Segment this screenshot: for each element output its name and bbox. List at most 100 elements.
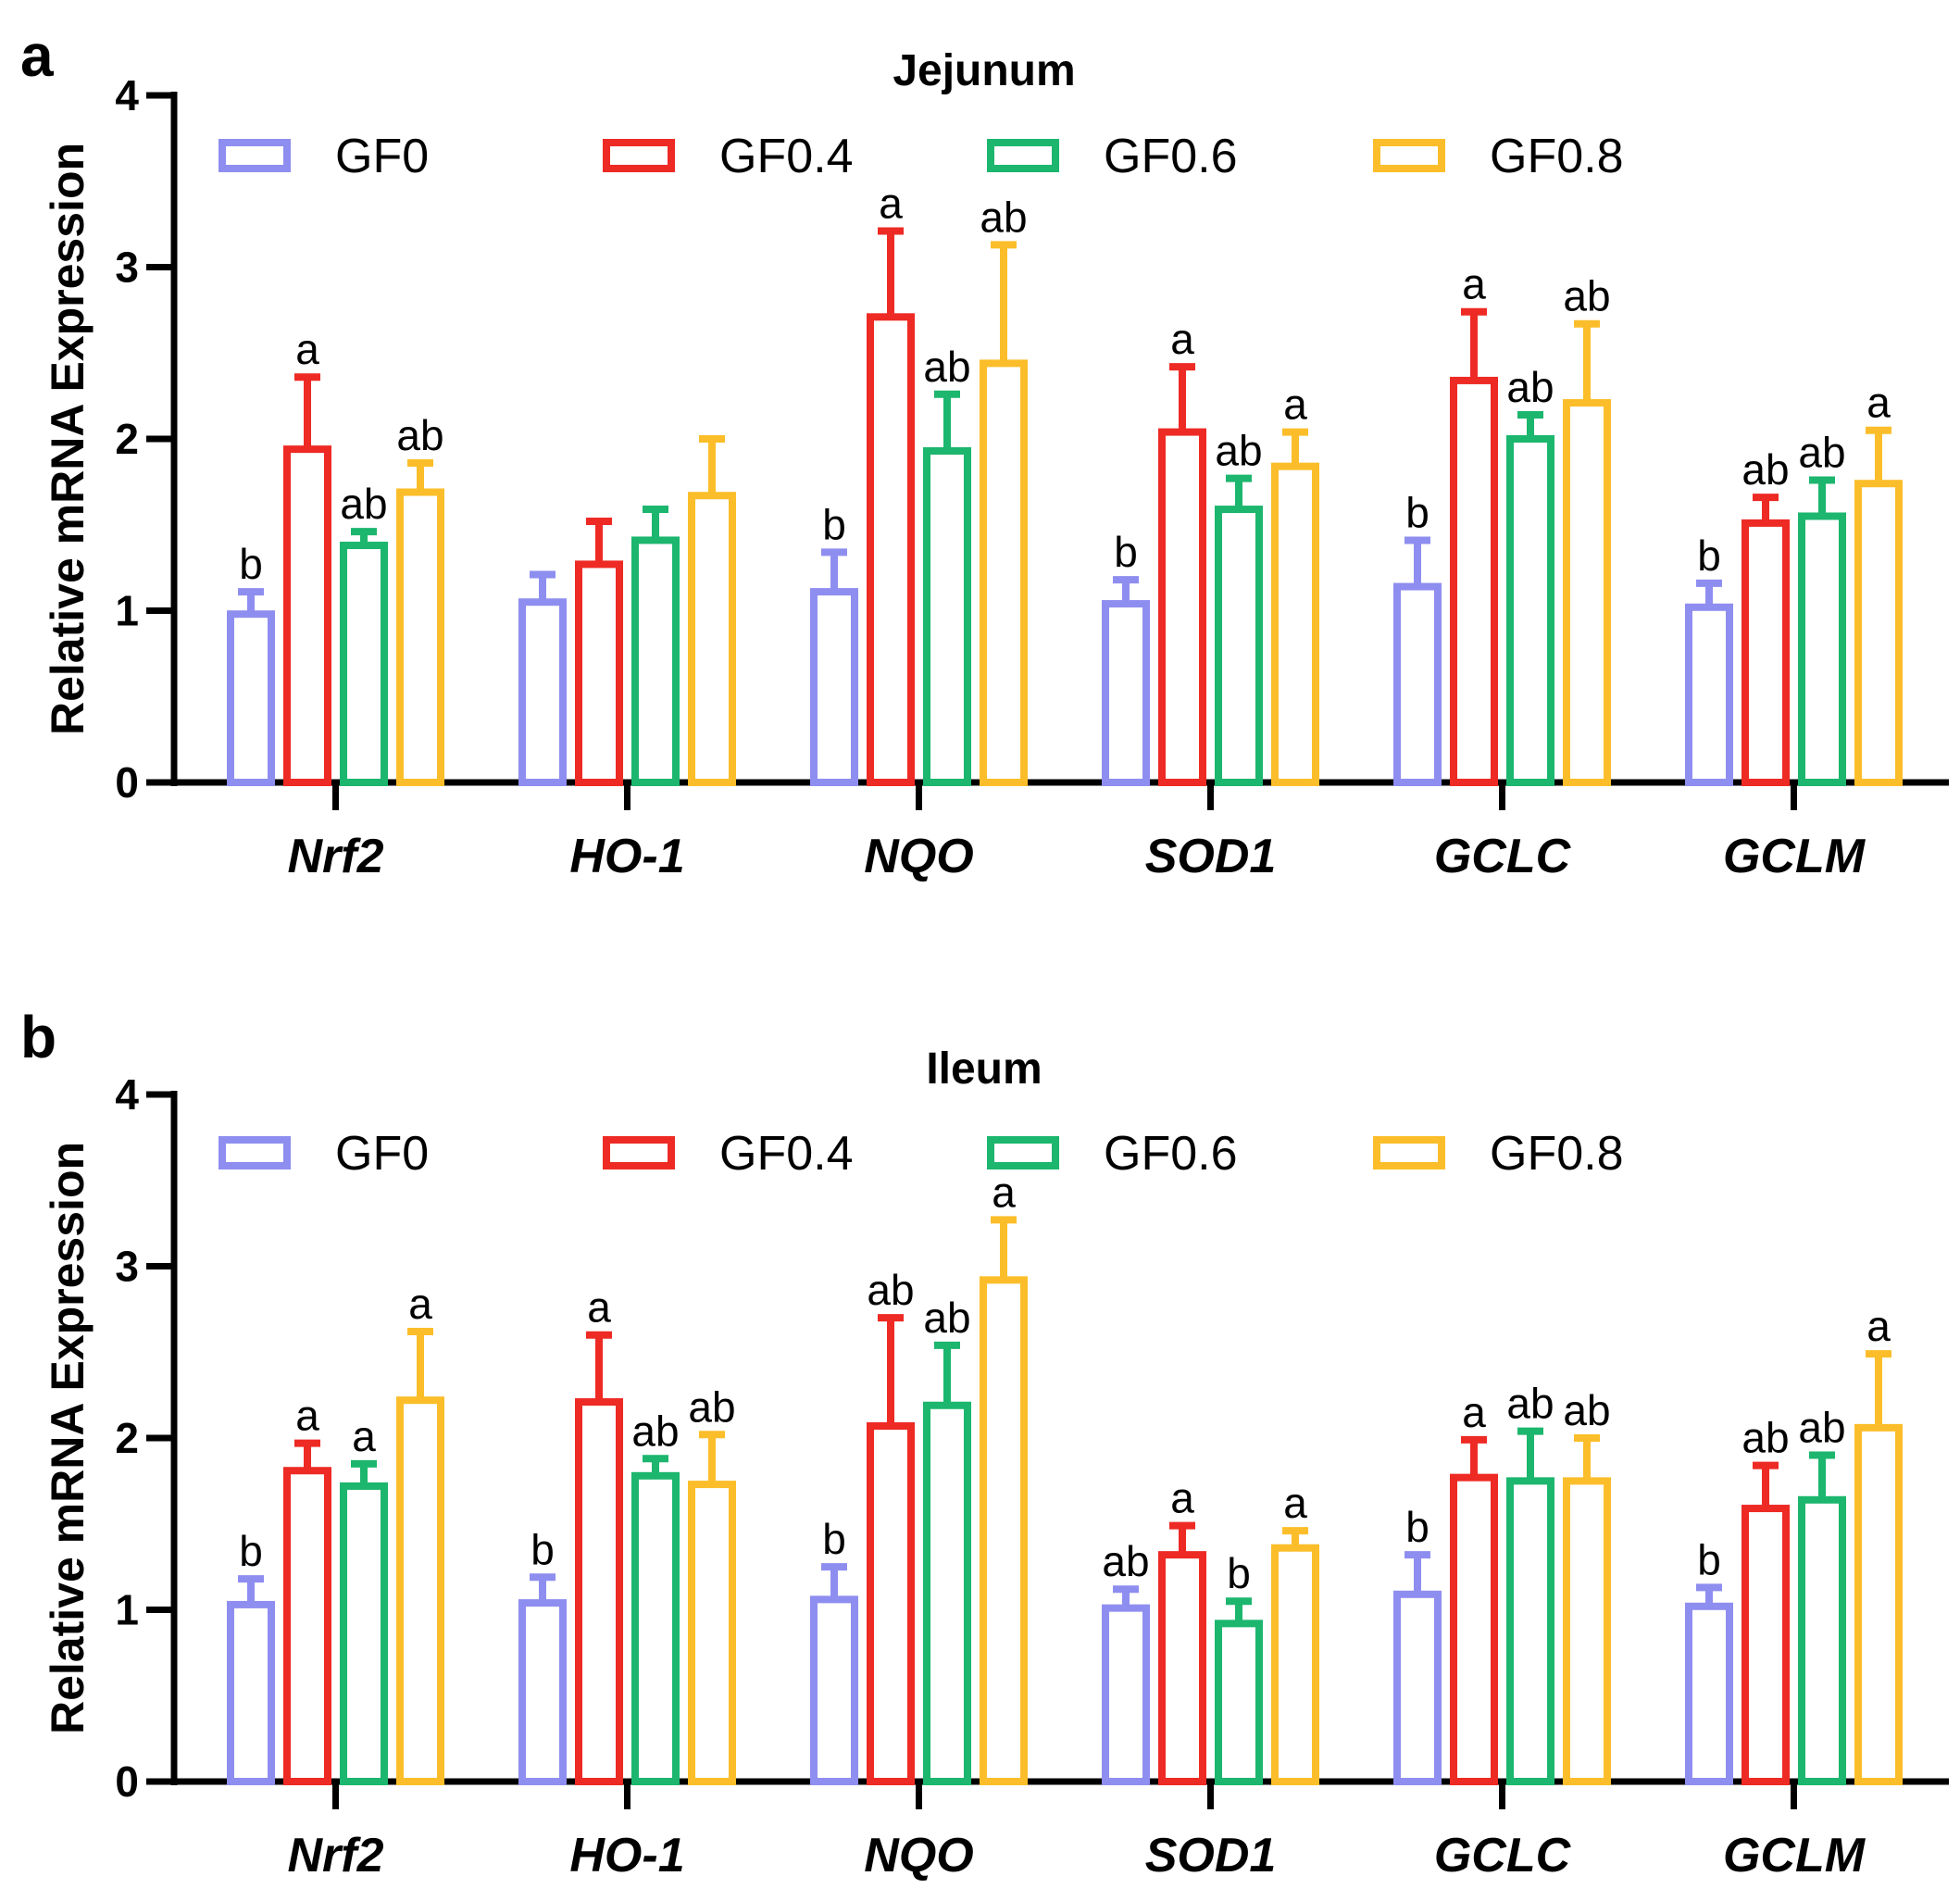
bar	[1393, 582, 1442, 787]
bar	[688, 492, 736, 787]
bar	[1450, 1473, 1498, 1786]
x-tick-label: Nrf2	[287, 830, 383, 883]
legend-label: GF0.6	[1104, 130, 1238, 183]
bar	[518, 1599, 567, 1785]
bar	[1102, 1604, 1150, 1786]
legend-swatch	[1373, 1136, 1445, 1169]
bar	[1215, 1620, 1263, 1785]
bar	[867, 313, 915, 786]
significance-label: ab	[1506, 1380, 1554, 1428]
bar	[575, 560, 623, 786]
y-tick-label: 1	[115, 587, 139, 635]
bar	[1271, 1544, 1319, 1785]
bar	[1854, 1423, 1903, 1785]
bar	[1563, 399, 1611, 786]
significance-label: ab	[396, 411, 443, 459]
x-tick-label: SOD1	[1145, 830, 1277, 883]
significance-label: a	[992, 1168, 1016, 1216]
bar	[1393, 1590, 1442, 1786]
legend-swatch	[1373, 139, 1445, 172]
significance-label: a	[1866, 1302, 1891, 1350]
bar	[283, 445, 331, 786]
significance-label: ab	[867, 1266, 914, 1314]
significance-label: ab	[631, 1407, 679, 1455]
bar	[1742, 1505, 1790, 1786]
significance-label: b	[1114, 528, 1138, 576]
bar	[688, 1481, 736, 1785]
significance-label: ab	[1102, 1537, 1149, 1585]
significance-label: a	[1462, 1388, 1486, 1436]
significance-label: ab	[980, 193, 1027, 241]
significance-label: b	[822, 500, 846, 548]
bar	[867, 1422, 915, 1785]
significance-label: a	[352, 1412, 376, 1460]
significance-label: a	[408, 1280, 432, 1328]
bar	[1215, 506, 1263, 786]
bar	[980, 1276, 1028, 1785]
x-tick-label: Nrf2	[287, 1829, 383, 1882]
bar	[1854, 480, 1903, 786]
x-tick-label: HO-1	[569, 830, 684, 883]
significance-label: ab	[1742, 445, 1789, 494]
significance-label: b	[1405, 1503, 1429, 1551]
significance-label: ab	[340, 480, 387, 528]
significance-label: b	[1227, 1549, 1251, 1597]
y-tick-label: 0	[115, 758, 139, 807]
significance-label: a	[1462, 260, 1486, 308]
bar	[1506, 1477, 1554, 1785]
significance-label: b	[531, 1525, 555, 1573]
bar	[1158, 428, 1206, 786]
bar	[980, 359, 1028, 786]
significance-label: a	[587, 1283, 611, 1332]
legend-swatch	[987, 1136, 1059, 1169]
bar	[1450, 376, 1498, 786]
y-tick-label: 3	[115, 244, 139, 292]
chart-title: Ileum	[926, 1044, 1042, 1094]
legend-swatch	[218, 139, 291, 172]
bar	[518, 598, 567, 786]
significance-label: ab	[1563, 1386, 1610, 1434]
panel-label: a	[20, 22, 54, 89]
y-axis-label: Relative mRNA Expression	[42, 1142, 94, 1734]
y-tick-label: 4	[115, 1070, 139, 1119]
significance-label: ab	[688, 1382, 735, 1431]
bar	[396, 1396, 444, 1785]
legend-label: GF0.4	[719, 130, 854, 183]
legend-label: GF0.4	[719, 1127, 854, 1181]
significance-label: b	[239, 540, 263, 588]
legend-label: GF0.6	[1104, 1127, 1238, 1181]
significance-label: b	[822, 1515, 846, 1563]
bar	[923, 446, 971, 786]
significance-label: b	[239, 1527, 263, 1575]
bar	[1271, 462, 1319, 786]
bar	[1563, 1477, 1611, 1785]
bar	[923, 1401, 971, 1785]
bar	[810, 1595, 858, 1785]
bar	[1685, 603, 1733, 786]
y-axis-label: Relative mRNA Expression	[42, 143, 94, 735]
bar	[810, 588, 858, 786]
bar	[1798, 512, 1846, 786]
significance-label: a	[1170, 1474, 1194, 1522]
x-tick-label: GCLC	[1434, 1829, 1572, 1882]
significance-label: ab	[1506, 363, 1554, 411]
bar	[631, 536, 680, 786]
significance-label: ab	[1798, 429, 1845, 477]
bar	[340, 542, 388, 787]
x-tick-label: NQO	[864, 830, 973, 883]
significance-label: a	[295, 325, 319, 373]
x-tick-label: GCLC	[1434, 830, 1572, 883]
x-tick-label: NQO	[864, 1829, 973, 1882]
significance-label: ab	[923, 343, 970, 391]
legend-swatch	[603, 139, 675, 172]
panel-b: b Ileum Relative mRNA Expression 0 1 2 3 4 GF0 GF…	[20, 1004, 1949, 1882]
significance-label: ab	[1798, 1404, 1845, 1452]
x-tick-label: HO-1	[569, 1829, 684, 1882]
significance-label: ab	[1563, 272, 1610, 320]
legend-label: GF0	[335, 1127, 429, 1181]
bar	[227, 1600, 275, 1786]
significance-label: a	[295, 1392, 319, 1440]
bar	[1102, 600, 1150, 787]
significance-label: a	[1283, 381, 1307, 429]
significance-label: ab	[1742, 1414, 1789, 1462]
